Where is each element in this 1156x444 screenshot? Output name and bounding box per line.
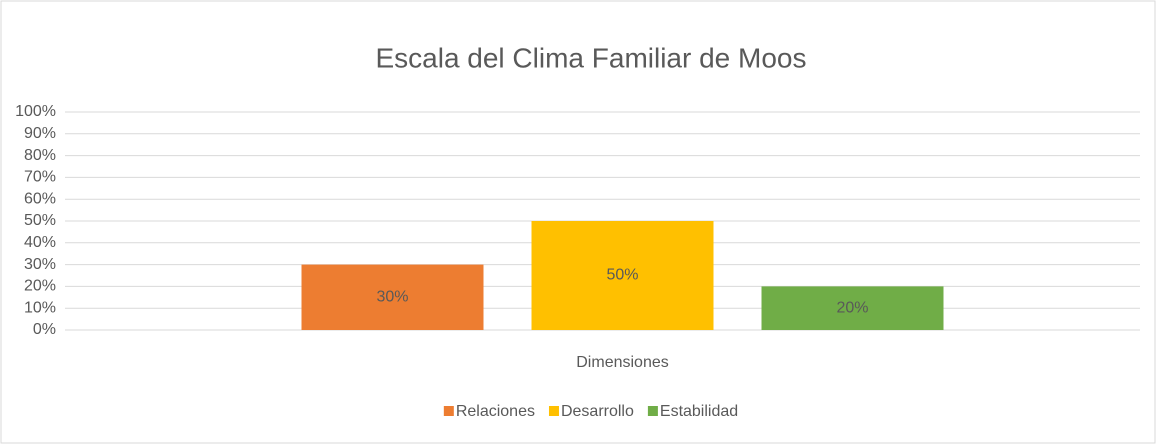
bar [761, 286, 944, 330]
y-tick-label: 30% [24, 256, 56, 273]
y-tick-label: 40% [24, 234, 56, 251]
data-label: 20% [836, 299, 868, 316]
legend-label: Estabilidad [660, 403, 738, 420]
legend-label: Desarrollo [561, 403, 634, 420]
y-tick-label: 100% [15, 103, 56, 120]
y-tick-label: 50% [24, 212, 56, 229]
y-tick-label: 20% [24, 278, 56, 295]
legend-swatch [548, 406, 559, 416]
y-tick-label: 90% [24, 125, 56, 142]
bar [531, 221, 714, 330]
y-tick-label: 60% [24, 190, 56, 207]
data-label: 50% [606, 267, 638, 284]
bar [301, 264, 484, 330]
legend-label: Relaciones [456, 403, 535, 420]
y-tick-label: 10% [24, 299, 56, 316]
chart-title: Escala del Clima Familiar de Moos [375, 42, 806, 73]
legend-swatch [647, 406, 658, 416]
legend-swatch [443, 406, 454, 416]
y-tick-label: 70% [24, 169, 56, 186]
y-tick-label: 80% [24, 147, 56, 164]
y-tick-label: 0% [33, 321, 56, 338]
x-tick-label: Dimensiones [576, 354, 668, 371]
data-label: 30% [376, 289, 408, 306]
